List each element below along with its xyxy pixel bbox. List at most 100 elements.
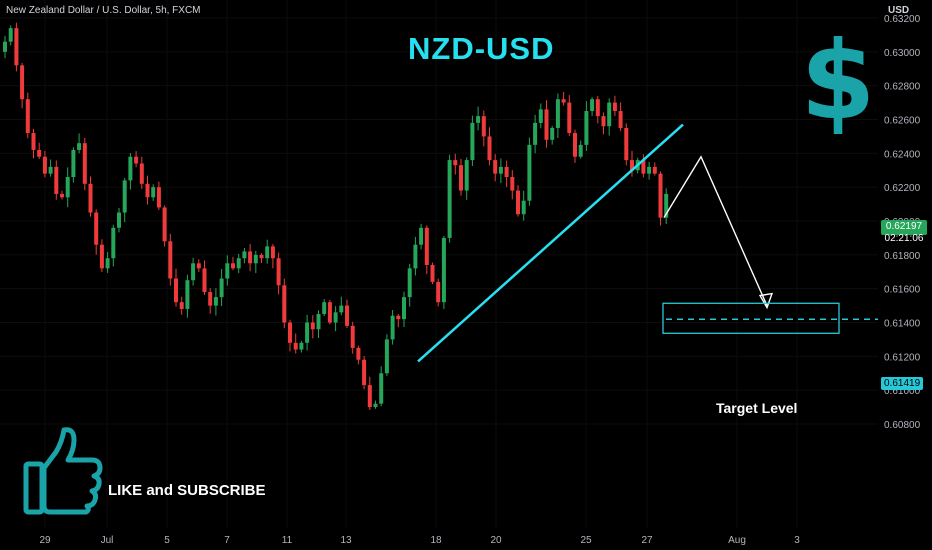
- candle-bullish: [476, 116, 481, 123]
- candle-bullish: [213, 297, 218, 306]
- candle-bearish: [453, 160, 458, 166]
- time-tick-label: 27: [641, 535, 653, 546]
- candle-bullish: [464, 160, 469, 191]
- candle-bullish: [555, 99, 560, 128]
- candle-bullish: [65, 177, 70, 198]
- candle-bullish: [607, 102, 612, 127]
- candle-bullish: [111, 227, 116, 259]
- candle-bearish: [630, 160, 634, 171]
- candle-bearish: [430, 264, 435, 282]
- price-tick-label: 0.62400: [884, 149, 921, 160]
- time-tick-label: 13: [340, 535, 352, 546]
- candle-bullish: [265, 246, 270, 259]
- candle-bullish: [384, 339, 389, 374]
- candle-bearish: [652, 166, 657, 174]
- candle-bullish: [413, 244, 418, 269]
- candle-bearish: [424, 227, 429, 265]
- target-price-tag: 0.61419: [881, 377, 924, 390]
- support-trendline[interactable]: [417, 123, 684, 363]
- candle-bearish: [99, 244, 104, 269]
- candle-bullish: [71, 149, 76, 178]
- candle-bearish: [134, 156, 139, 164]
- current-price-tag: 0.62197 02:21:06: [881, 220, 927, 244]
- candle-bullish: [117, 212, 121, 228]
- price-tick-label: 0.63200: [884, 14, 921, 25]
- grid-lines: [0, 0, 878, 528]
- candle-bullish: [407, 268, 412, 298]
- candle-bearish: [493, 160, 498, 174]
- time-axis[interactable]: 29 Jul 5 7 11 13 18 20 25 27 Aug 3: [39, 535, 800, 546]
- candle-bearish: [82, 143, 87, 184]
- candle-bearish: [436, 281, 441, 303]
- candle-bullish: [527, 144, 532, 201]
- candle-bearish: [601, 116, 606, 127]
- candle-bearish: [624, 127, 629, 161]
- candle-bullish: [305, 322, 310, 343]
- candle-bearish: [276, 258, 281, 286]
- time-tick-label: 25: [580, 535, 592, 546]
- current-price-value: 0.62197: [885, 221, 923, 232]
- candle-bullish: [647, 166, 652, 174]
- candle-bearish: [270, 246, 275, 259]
- symbol-description: New Zealand Dollar / U.S. Dollar, 5h, FX…: [6, 5, 201, 16]
- currency-label: USD: [888, 5, 910, 16]
- candle-bearish: [561, 99, 566, 103]
- time-tick-label: 7: [224, 535, 230, 546]
- price-tick-label: 0.60800: [884, 420, 921, 431]
- candle-bearish: [54, 166, 59, 194]
- candle-bearish: [327, 302, 332, 323]
- candle-bearish: [88, 183, 93, 213]
- candle-bullish: [225, 263, 230, 279]
- candle-bullish: [584, 111, 589, 145]
- candle-bullish: [402, 297, 406, 320]
- candle-bearish: [179, 302, 184, 309]
- candle-bullish: [236, 258, 241, 269]
- arrow-head: [758, 292, 774, 310]
- price-tick-label: 0.61800: [884, 251, 921, 262]
- candle-bearish: [293, 342, 298, 350]
- candle-bearish: [362, 359, 367, 386]
- price-tick-label: 0.63000: [884, 48, 921, 59]
- target-level-label: Target Level: [716, 400, 798, 416]
- candle-bearish: [288, 322, 292, 343]
- price-tick-label: 0.62200: [884, 183, 921, 194]
- candle-bullish: [339, 305, 344, 313]
- candle-bullish: [379, 373, 384, 404]
- candle-bullish: [447, 160, 452, 238]
- dollar-icon: $: [803, 19, 873, 134]
- time-tick-label: 29: [39, 535, 51, 546]
- time-tick-label: 3: [794, 535, 800, 546]
- candle-bearish: [259, 254, 264, 259]
- candle-bearish: [42, 156, 47, 174]
- candle-bearish: [162, 207, 167, 242]
- price-tick-label: 0.61000: [884, 386, 921, 397]
- candle-bearish: [516, 190, 520, 215]
- target-level-box[interactable]: [662, 302, 840, 334]
- candlestick-series: [3, 22, 669, 410]
- candle-bearish: [641, 160, 646, 174]
- candle-bullish: [3, 41, 7, 52]
- candle-bullish: [185, 280, 190, 309]
- candle-bearish: [94, 212, 99, 245]
- projection-path: [663, 155, 768, 306]
- price-tick-label: 0.61200: [884, 352, 921, 363]
- time-tick-label: 18: [430, 535, 442, 546]
- svg-text:$: $: [803, 19, 873, 134]
- candle-bullish: [253, 254, 258, 264]
- candle-bearish: [356, 347, 361, 360]
- candle-bullish: [419, 227, 424, 245]
- countdown-timer: 02:21:06: [884, 233, 924, 244]
- candle-bearish: [350, 325, 355, 348]
- price-tick-label: 0.61600: [884, 285, 921, 296]
- candle-bullish: [299, 342, 304, 350]
- candle-bullish: [578, 144, 583, 157]
- candle-bearish: [282, 285, 287, 323]
- candle-bullish: [242, 251, 247, 259]
- candle-bearish: [310, 322, 315, 330]
- candle-bearish: [208, 292, 213, 306]
- candle-bearish: [37, 149, 42, 157]
- candle-bullish: [470, 122, 475, 161]
- candle-bearish: [145, 183, 150, 198]
- candle-bearish: [20, 65, 25, 100]
